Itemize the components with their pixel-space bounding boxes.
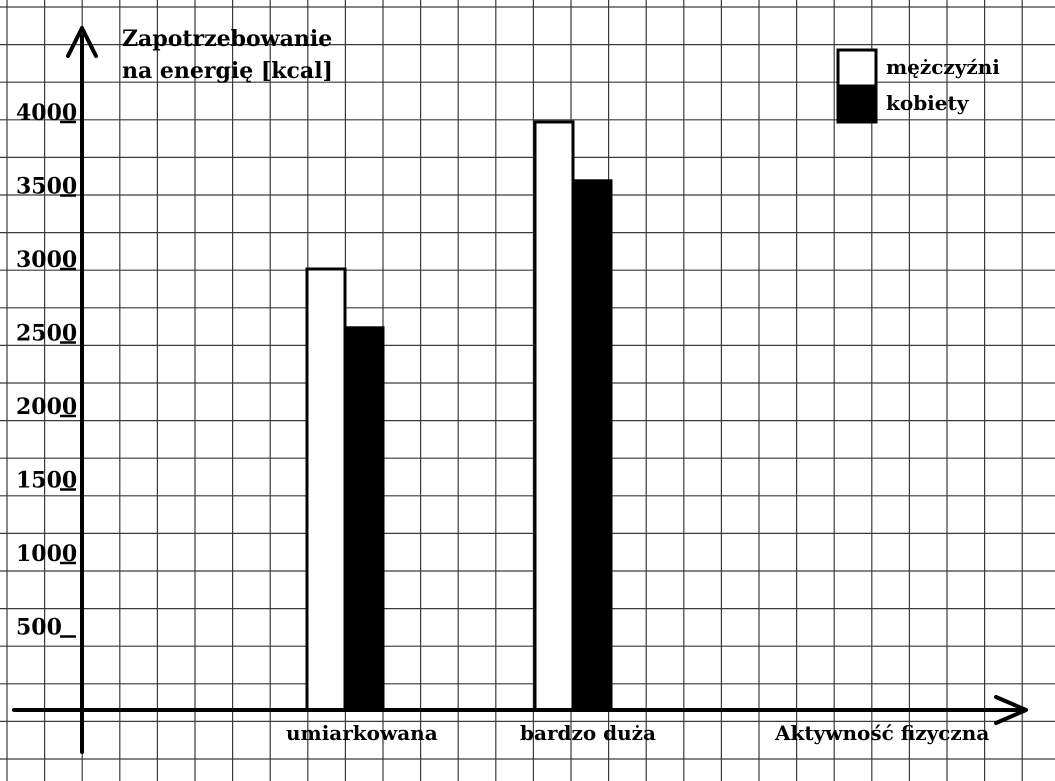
y-axis-title-line-1: Zapotrzebowanie <box>122 26 332 52</box>
bar-kobiety-0 <box>343 326 385 712</box>
legend-label-mezczyzni: mężczyźni <box>886 55 1000 79</box>
legend-swatch-kobiety <box>836 84 878 124</box>
y-tick-label: 500 <box>16 615 62 641</box>
legend-label-kobiety: kobiety <box>886 91 970 115</box>
y-axis-title-line-2: na energię [kcal] <box>122 58 333 84</box>
bars <box>305 120 613 712</box>
bar-mezczyzni-0 <box>305 267 347 712</box>
bar-mezczyzni-1 <box>533 120 575 712</box>
bar-kobiety-1 <box>571 179 613 712</box>
legend: mężczyźni kobiety <box>836 48 1000 124</box>
axes <box>12 26 1028 754</box>
category-labels: umiarkowana bardzo duża <box>286 721 656 745</box>
y-axis-arrow-icon <box>66 26 98 58</box>
category-label: umiarkowana <box>286 721 438 745</box>
x-axis-arrow-icon <box>994 695 1028 725</box>
legend-swatch-mezczyzni <box>836 48 878 88</box>
axis-labels: Zapotrzebowanie na energię [kcal] Aktywn… <box>122 26 989 745</box>
category-label: bardzo duża <box>520 721 656 745</box>
x-axis-title: Aktywność fizyczna <box>774 721 989 745</box>
